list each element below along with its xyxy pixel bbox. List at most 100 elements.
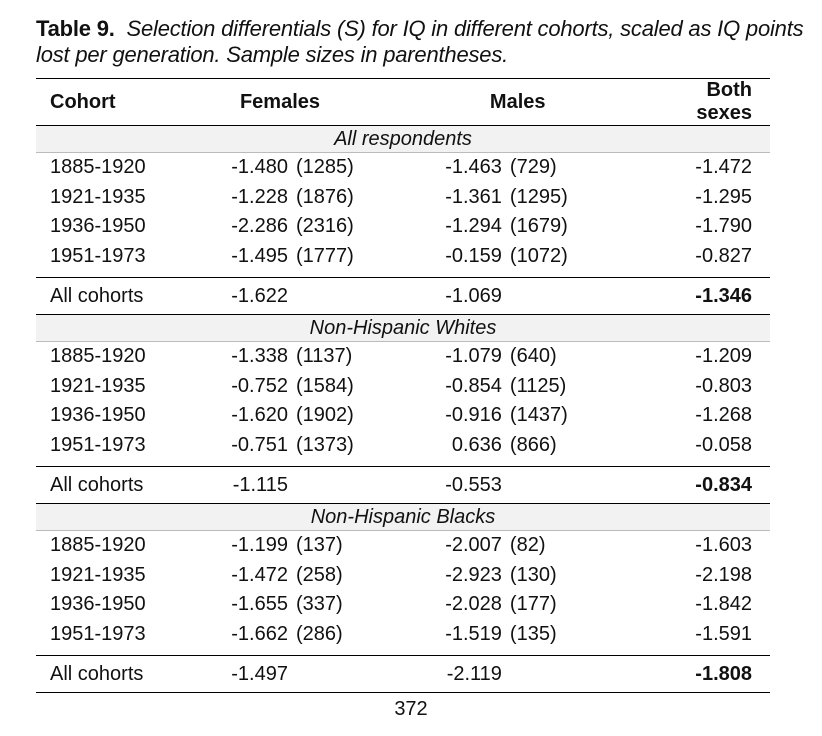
cohort-cell: 1936-1950: [50, 404, 146, 427]
males-sample-size: (640): [509, 345, 557, 368]
males-value: -0.854: [445, 374, 502, 397]
females-cell: -1.495 (1777): [218, 242, 436, 278]
males-sample-size: (1125): [509, 374, 567, 397]
table-row: 1885-1920 -1.338 (1137) -1.079 (640) -1.209: [36, 342, 770, 372]
females-sample-size: (1373): [295, 433, 354, 456]
cohort-cell: 1936-1950: [50, 215, 146, 238]
females-sample-size: (337): [295, 593, 343, 616]
males-cell: -0.159 (1072): [436, 242, 650, 278]
females-sample-size: (1777): [295, 244, 354, 267]
total-females-value: -1.497: [231, 662, 288, 685]
males-value: -0.159: [445, 244, 502, 267]
males-sample-size: (1679): [509, 215, 568, 238]
table-caption: Table 9. Selection differentials (S) for…: [36, 16, 816, 68]
males-cell: -2.007 (82): [436, 531, 650, 561]
total-males-cell: -0.553: [435, 466, 650, 504]
both-sexes-cell: -2.198: [695, 563, 752, 586]
males-value: -1.294: [445, 215, 502, 238]
females-sample-size: (137): [295, 534, 343, 557]
females-cell: -1.480 (1285): [218, 153, 436, 183]
females-cell: -0.752 (1584): [218, 372, 436, 402]
cohort-cell: 1951-1973: [50, 244, 146, 267]
cohort-cell: 1885-1920: [50, 345, 146, 368]
total-row: All cohorts -1.622 -1.069 -1.346: [36, 277, 770, 315]
females-value: -1.199: [231, 534, 288, 557]
table-row: 1936-1950 -1.655 (337) -2.028 (177) -1.842: [36, 590, 770, 620]
males-sample-size: (1295): [509, 185, 568, 208]
females-value: -1.620: [231, 404, 288, 427]
total-males-value: -2.119: [446, 662, 502, 685]
males-cell: -0.916 (1437): [436, 401, 650, 431]
females-cell: -1.338 (1137): [218, 342, 436, 372]
cohort-cell: 1951-1973: [50, 622, 146, 645]
females-value: -1.338: [231, 345, 288, 368]
females-value: -0.752: [231, 374, 288, 397]
males-value: 0.636: [451, 433, 502, 456]
total-males-cell: -2.119: [435, 655, 650, 693]
header-row: Cohort Females Males Both sexes: [36, 78, 770, 126]
total-males-value: -0.553: [445, 473, 502, 496]
cohort-cell: 1921-1935: [50, 185, 146, 208]
table-row: 1885-1920 -1.199 (137) -2.007 (82) -1.603: [36, 531, 770, 561]
both-sexes-cell: -1.842: [695, 593, 752, 616]
cohort-cell: 1921-1935: [50, 563, 146, 586]
females-value: -2.286: [231, 215, 288, 238]
caption-text: Selection differentials (S) for IQ in di…: [36, 16, 804, 67]
table-row: 1936-1950 -1.620 (1902) -0.916 (1437) -1.268: [36, 401, 770, 431]
header-both-sexes: Both sexes: [649, 78, 770, 126]
total-females-value: -1.622: [231, 284, 288, 307]
group-header-row: Non-Hispanic Blacks: [36, 503, 770, 531]
both-sexes-cell: -1.603: [695, 534, 752, 557]
males-sample-size: (866): [509, 433, 557, 456]
total-row: All cohorts -1.115 -0.553 -0.834: [36, 466, 770, 504]
total-cohort-cell: All cohorts: [36, 466, 218, 504]
group-title: All respondents: [36, 125, 770, 153]
total-females-cell: -1.497: [217, 655, 436, 693]
females-value: -1.495: [231, 244, 288, 267]
table-row: 1951-1973 -1.495 (1777) -0.159 (1072) -0.827: [36, 242, 770, 278]
total-males-cell: -1.069: [435, 277, 650, 315]
females-sample-size: (1584): [295, 374, 354, 397]
both-sexes-cell: -0.058: [695, 433, 752, 456]
males-cell: -2.028 (177): [436, 590, 650, 620]
females-sample-size: (1285): [295, 156, 354, 179]
table-row: 1921-1935 -1.472 (258) -2.923 (130) -2.198: [36, 561, 770, 591]
males-sample-size: (177): [509, 593, 557, 616]
total-males-value: -1.069: [445, 284, 502, 307]
females-cell: -1.199 (137): [218, 531, 436, 561]
total-females-cell: -1.115: [217, 466, 436, 504]
cohort-cell: 1885-1920: [50, 156, 146, 179]
males-cell: -1.519 (135): [436, 620, 650, 656]
both-sexes-cell: -1.472: [695, 156, 752, 179]
males-sample-size: (1437): [509, 404, 568, 427]
both-sexes-cell: -0.803: [695, 374, 752, 397]
total-row: All cohorts -1.497 -2.119 -1.808: [36, 655, 770, 693]
males-cell: -1.079 (640): [436, 342, 650, 372]
cohort-cell: 1936-1950: [50, 593, 146, 616]
total-both-sexes-cell: -0.834: [649, 466, 770, 504]
table-body: All respondents 1885-1920 -1.480 (1285) -1.4…: [36, 125, 770, 693]
males-sample-size: (82): [509, 534, 546, 557]
group-header-row: Non-Hispanic Whites: [36, 314, 770, 342]
males-value: -1.519: [445, 622, 502, 645]
total-both-sexes-cell: -1.346: [649, 277, 770, 315]
header-females: Females: [217, 78, 436, 126]
both-sexes-cell: -0.827: [695, 244, 752, 267]
males-value: -1.361: [445, 185, 502, 208]
females-cell: -1.228 (1876): [218, 183, 436, 213]
table-row: 1921-1935 -0.752 (1584) -0.854 (1125) -0.803: [36, 372, 770, 402]
page-number: 372: [394, 698, 428, 720]
both-sexes-cell: -1.591: [695, 622, 752, 645]
males-value: -2.028: [445, 593, 502, 616]
males-sample-size: (130): [509, 563, 557, 586]
males-value: -2.007: [445, 534, 502, 557]
caption-label: Table 9.: [36, 16, 115, 41]
group-header-row: All respondents: [36, 125, 770, 153]
table-row: 1951-1973 -0.751 (1373) 0.636 (866) -0.058: [36, 431, 770, 467]
females-value: -1.655: [231, 593, 288, 616]
both-sexes-cell: -1.268: [695, 404, 752, 427]
females-cell: -1.620 (1902): [218, 401, 436, 431]
cohort-cell: 1921-1935: [50, 374, 146, 397]
group-title: Non-Hispanic Blacks: [36, 503, 770, 531]
table-row: 1951-1973 -1.662 (286) -1.519 (135) -1.591: [36, 620, 770, 656]
